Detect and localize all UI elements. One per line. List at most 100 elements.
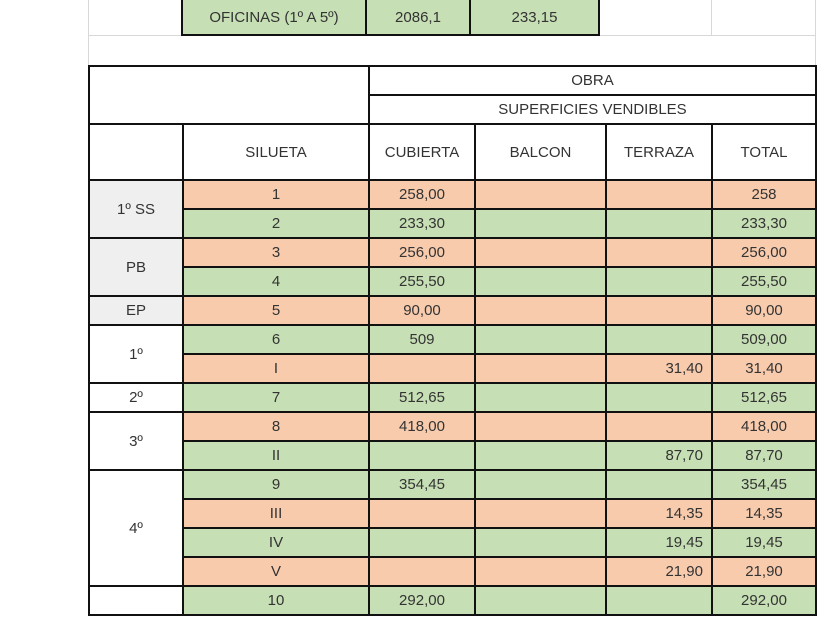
cubierta-cell[interactable] bbox=[368, 527, 476, 558]
column-header-terraza: TERRAZA bbox=[605, 123, 713, 181]
silueta-cell[interactable]: 9 bbox=[182, 469, 370, 500]
silueta-cell[interactable]: II bbox=[182, 440, 370, 471]
total-cell[interactable]: 21,90 bbox=[711, 556, 817, 587]
balcon-cell[interactable] bbox=[474, 469, 607, 500]
total-cell[interactable]: 512,65 bbox=[711, 382, 817, 413]
cubierta-cell[interactable]: 90,00 bbox=[368, 295, 476, 326]
terraza-cell[interactable] bbox=[605, 382, 713, 413]
cubierta-cell[interactable]: 255,50 bbox=[368, 266, 476, 297]
balcon-cell[interactable] bbox=[474, 411, 607, 442]
balcon-cell[interactable] bbox=[474, 382, 607, 413]
cubierta-cell[interactable]: 256,00 bbox=[368, 237, 476, 268]
terraza-cell[interactable] bbox=[605, 266, 713, 297]
level-cell[interactable]: 4º bbox=[88, 469, 184, 587]
cubierta-cell[interactable] bbox=[368, 440, 476, 471]
level-cell[interactable]: 3º bbox=[88, 411, 184, 471]
balcon-cell[interactable] bbox=[474, 498, 607, 529]
balcon-cell[interactable] bbox=[474, 585, 607, 616]
column-header-balcon: BALCON bbox=[474, 123, 607, 181]
terraza-cell[interactable]: 21,90 bbox=[605, 556, 713, 587]
balcon-cell[interactable] bbox=[474, 353, 607, 384]
total-cell[interactable]: 14,35 bbox=[711, 498, 817, 529]
total-cell[interactable]: 258 bbox=[711, 179, 817, 210]
terraza-cell[interactable]: 87,70 bbox=[605, 440, 713, 471]
cubierta-cell[interactable]: 354,45 bbox=[368, 469, 476, 500]
silueta-cell[interactable]: I bbox=[182, 353, 370, 384]
header-superficies: SUPERFICIES VENDIBLES bbox=[368, 94, 817, 125]
level-cell[interactable]: 1º SS bbox=[88, 179, 184, 239]
level-cell[interactable] bbox=[88, 585, 184, 616]
cubierta-cell[interactable] bbox=[368, 353, 476, 384]
total-cell[interactable]: 354,45 bbox=[711, 469, 817, 500]
level-cell[interactable]: 1º bbox=[88, 324, 184, 384]
total-cell[interactable]: 509,00 bbox=[711, 324, 817, 355]
terraza-cell[interactable] bbox=[605, 295, 713, 326]
balcon-cell[interactable] bbox=[474, 295, 607, 326]
terraza-cell[interactable] bbox=[605, 179, 713, 210]
total-cell[interactable]: 233,30 bbox=[711, 208, 817, 239]
cubierta-cell[interactable]: 292,00 bbox=[368, 585, 476, 616]
table-row: 4 255,50 255,50 bbox=[89, 266, 817, 297]
total-cell[interactable]: 418,00 bbox=[711, 411, 817, 442]
total-cell[interactable]: 19,45 bbox=[711, 527, 817, 558]
cubierta-cell[interactable]: 233,30 bbox=[368, 208, 476, 239]
terraza-cell[interactable]: 14,35 bbox=[605, 498, 713, 529]
total-cell[interactable]: 292,00 bbox=[711, 585, 817, 616]
table-row: 4º 9 354,45 354,45 bbox=[88, 469, 817, 587]
cubierta-cell[interactable]: 509 bbox=[368, 324, 476, 355]
silueta-cell[interactable]: 5 bbox=[182, 295, 370, 326]
terraza-cell[interactable]: 19,45 bbox=[605, 527, 713, 558]
cubierta-cell[interactable]: 512,65 bbox=[368, 382, 476, 413]
balcon-cell[interactable] bbox=[474, 527, 607, 558]
cubierta-cell[interactable] bbox=[368, 498, 476, 529]
balcon-cell[interactable] bbox=[474, 208, 607, 239]
table-row: IV 19,45 19,45 bbox=[89, 527, 817, 558]
terraza-cell[interactable] bbox=[605, 237, 713, 268]
silueta-cell[interactable]: V bbox=[182, 556, 370, 587]
balcon-cell[interactable] bbox=[474, 237, 607, 268]
terraza-cell[interactable] bbox=[605, 411, 713, 442]
silueta-cell[interactable]: 4 bbox=[182, 266, 370, 297]
balcon-cell[interactable] bbox=[474, 556, 607, 587]
terraza-cell[interactable] bbox=[605, 585, 713, 616]
total-cell[interactable]: 31,40 bbox=[711, 353, 817, 384]
terraza-cell[interactable] bbox=[605, 208, 713, 239]
silueta-cell[interactable]: 10 bbox=[182, 585, 370, 616]
total-cell[interactable]: 256,00 bbox=[711, 237, 817, 268]
silueta-cell[interactable]: III bbox=[182, 498, 370, 529]
total-cell[interactable]: 255,50 bbox=[711, 266, 817, 297]
level-cell[interactable]: EP bbox=[88, 295, 184, 326]
summary-value-2[interactable]: 233,15 bbox=[469, 0, 600, 36]
terraza-cell[interactable] bbox=[605, 324, 713, 355]
balcon-cell[interactable] bbox=[474, 440, 607, 471]
total-cell[interactable]: 90,00 bbox=[711, 295, 817, 326]
cubierta-cell[interactable]: 258,00 bbox=[368, 179, 476, 210]
silueta-cell[interactable]: IV bbox=[182, 527, 370, 558]
silueta-cell[interactable]: 2 bbox=[182, 208, 370, 239]
level-cell[interactable]: 2º bbox=[88, 382, 184, 413]
level-cell[interactable]: PB bbox=[88, 237, 184, 297]
terraza-cell[interactable] bbox=[605, 469, 713, 500]
table-row: 3º 8 418,00 418,00 bbox=[88, 411, 817, 471]
cubierta-cell[interactable]: 418,00 bbox=[368, 411, 476, 442]
header-blank bbox=[88, 65, 370, 125]
silueta-cell[interactable]: 6 bbox=[182, 324, 370, 355]
table-row: 1º 6 509 509,00 bbox=[88, 324, 817, 384]
gridline bbox=[711, 0, 712, 36]
column-header-cubierta: CUBIERTA bbox=[368, 123, 476, 181]
summary-label[interactable]: OFICINAS (1º A 5º) bbox=[181, 0, 367, 36]
header-blank bbox=[88, 123, 184, 181]
summary-value-1[interactable]: 2086,1 bbox=[365, 0, 471, 36]
terraza-cell[interactable]: 31,40 bbox=[605, 353, 713, 384]
total-cell[interactable]: 87,70 bbox=[711, 440, 817, 471]
silueta-cell[interactable]: 1 bbox=[182, 179, 370, 210]
balcon-cell[interactable] bbox=[474, 266, 607, 297]
silueta-cell[interactable]: 3 bbox=[182, 237, 370, 268]
balcon-cell[interactable] bbox=[474, 179, 607, 210]
silueta-cell[interactable]: 8 bbox=[182, 411, 370, 442]
balcon-cell[interactable] bbox=[474, 324, 607, 355]
silueta-cell[interactable]: 7 bbox=[182, 382, 370, 413]
table-row: 10 292,00 292,00 bbox=[88, 585, 817, 616]
cubierta-cell[interactable] bbox=[368, 556, 476, 587]
column-header-silueta: SILUETA bbox=[182, 123, 370, 181]
